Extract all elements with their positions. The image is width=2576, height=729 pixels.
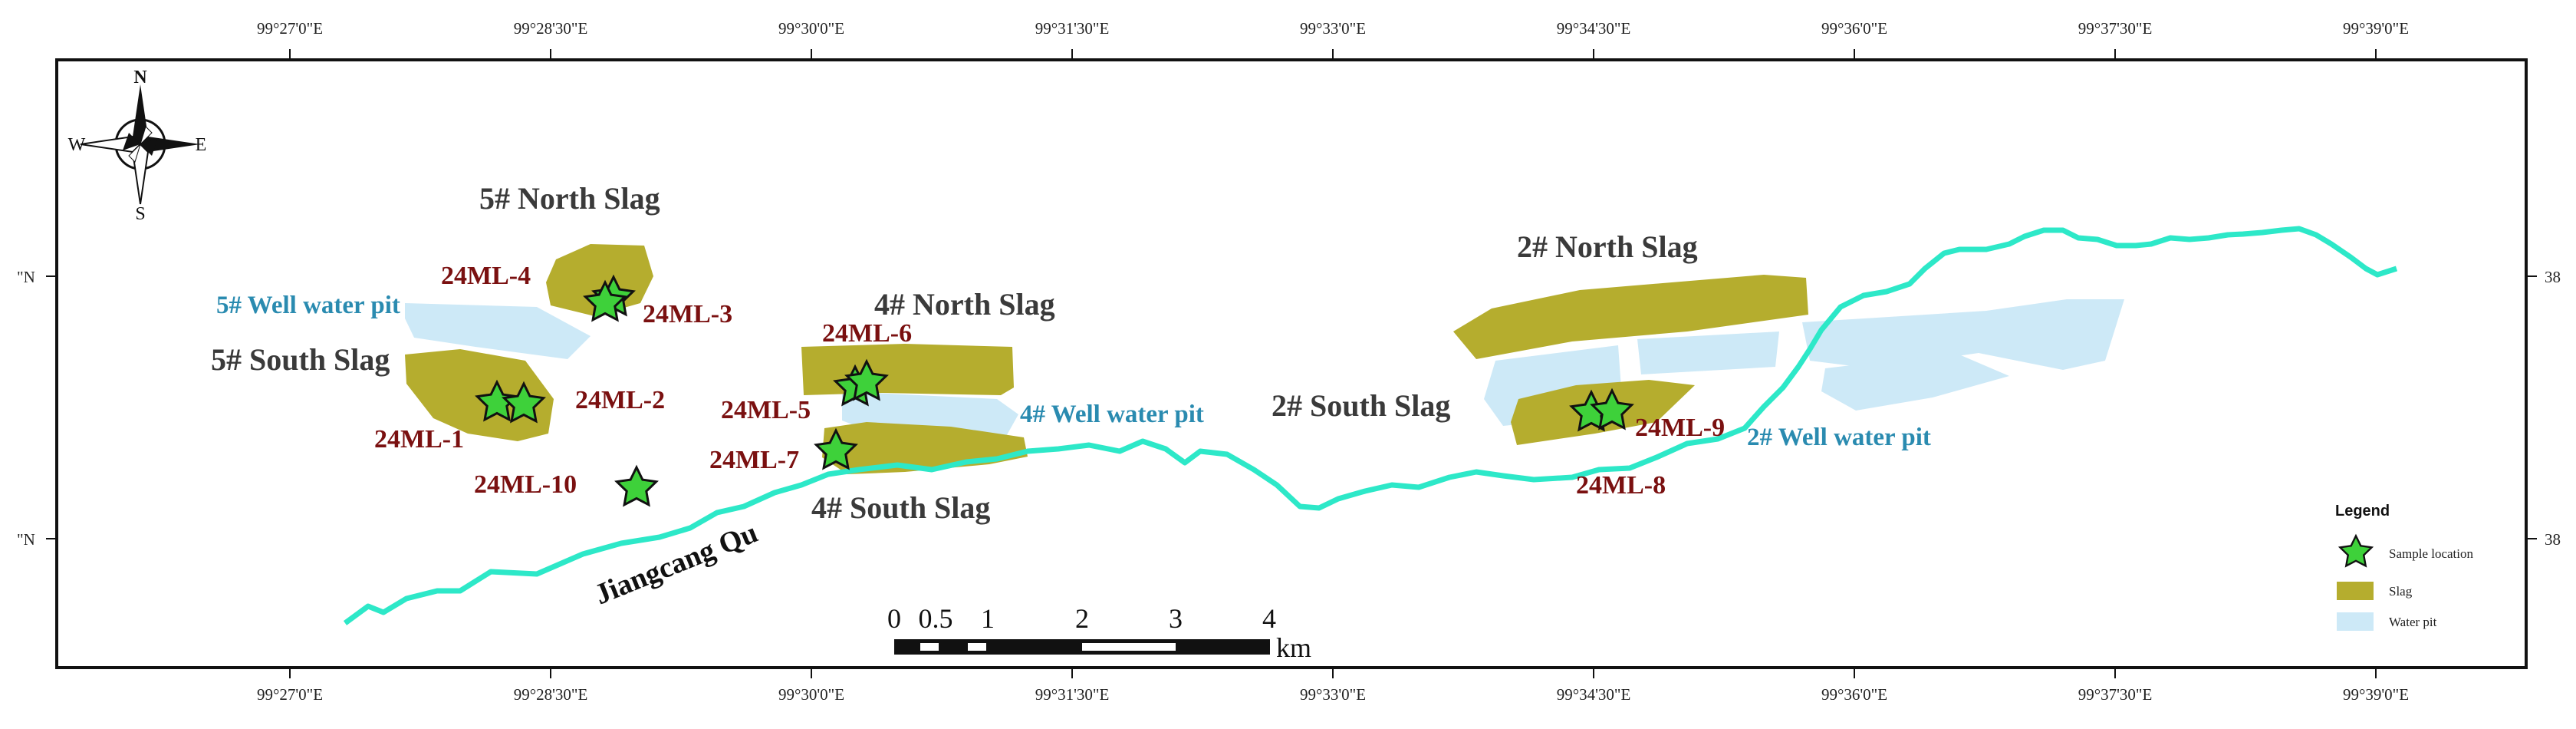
label-sample-6: 24ML-6 [822, 319, 912, 348]
north-arrow-icon [80, 84, 200, 205]
label-4-north-slag: 4# North Slag [874, 287, 1055, 322]
compass-w-label: W [68, 135, 86, 155]
lon-label-bottom: 99°33'0"E [1300, 685, 1366, 704]
lat-label-left: "N [17, 530, 35, 549]
compass-e-label: E [196, 135, 207, 155]
lon-label-bottom: 99°34'30"E [1557, 685, 1631, 704]
legend-item-slag: Slag [2389, 584, 2413, 599]
lon-label-bottom: 99°39'0"E [2343, 685, 2409, 704]
lon-label-top: 99°27'0"E [257, 19, 323, 38]
legend-title: Legend [2335, 503, 2390, 520]
label-sample-5: 24ML-5 [721, 396, 811, 424]
legend-item-water-pit: Water pit [2389, 615, 2437, 629]
lat-label-right: 38 [2545, 268, 2561, 286]
legend-water-swatch [2337, 612, 2374, 631]
lat-label-right: 38 [2545, 530, 2561, 549]
lon-label-bottom: 99°31'30"E [1035, 685, 1110, 704]
scale-tick: 0.5 [919, 603, 953, 634]
lat-ticks [46, 275, 2537, 539]
lon-label-bottom: 99°37'30"E [2078, 685, 2153, 704]
label-2-north-slag: 2# North Slag [1517, 229, 1698, 264]
legend-slag-swatch [2337, 582, 2374, 600]
slag-2-north [1453, 275, 1808, 359]
label-2-well-water-pit: 2# Well water pit [1747, 424, 1931, 451]
water-pit-5 [405, 303, 591, 359]
lon-label-top: 99°34'30"E [1557, 19, 1631, 38]
legend-item-sample: Sample location [2389, 546, 2474, 561]
compass-s-label: S [135, 204, 145, 224]
label-sample-3: 24ML-3 [643, 300, 732, 328]
label-5-south-slag: 5# South Slag [211, 342, 390, 377]
label-sample-8: 24ML-8 [1576, 471, 1666, 500]
label-4-south-slag: 4# South Slag [811, 490, 990, 525]
lon-ticks-top [289, 49, 2377, 60]
scale-tick: 3 [1169, 603, 1183, 634]
scale-tick: 1 [981, 603, 995, 634]
lat-label-left: "N [17, 268, 35, 286]
lon-label-bottom: 99°27'0"E [257, 685, 323, 704]
lon-label-top: 99°30'0"E [778, 19, 844, 38]
label-5-north-slag: 5# North Slag [479, 181, 660, 216]
lon-label-top: 99°31'30"E [1035, 19, 1110, 38]
lon-label-bottom: 99°36'0"E [1821, 685, 1887, 704]
water-pit-2c [1802, 299, 2124, 370]
label-sample-10: 24ML-10 [474, 470, 577, 499]
lon-label-top: 99°39'0"E [2343, 19, 2409, 38]
label-sample-4: 24ML-4 [441, 262, 531, 290]
lon-ticks-bottom [289, 668, 2377, 678]
lon-label-top: 99°33'0"E [1300, 19, 1366, 38]
scale-tick: 0 [887, 603, 901, 634]
lon-label-top: 99°28'30"E [514, 19, 588, 38]
river-jiangcang-qu [343, 226, 2398, 625]
label-sample-1: 24ML-1 [374, 425, 464, 454]
water-pit-2b [1637, 332, 1779, 374]
lon-label-bottom: 99°28'30"E [514, 685, 588, 704]
lon-label-bottom: 99°30'0"E [778, 685, 844, 704]
lon-label-top: 99°37'30"E [2078, 19, 2153, 38]
label-sample-7: 24ML-7 [709, 446, 799, 474]
scale-tick: 2 [1075, 603, 1089, 634]
scale-bar [894, 639, 1270, 655]
label-2-south-slag: 2# South Slag [1272, 388, 1450, 423]
scale-unit: km [1276, 632, 1311, 663]
label-4-well-water-pit: 4# Well water pit [1020, 401, 1204, 428]
water-pit-2d [1821, 353, 2009, 411]
label-sample-9: 24ML-9 [1635, 414, 1725, 442]
label-5-well-water-pit: 5# Well water pit [216, 292, 400, 319]
compass-n-label: N [133, 68, 147, 87]
slag-4-north [801, 344, 1014, 395]
lon-label-top: 99°36'0"E [1821, 19, 1887, 38]
label-sample-2: 24ML-2 [575, 386, 665, 414]
scale-tick: 4 [1262, 603, 1276, 634]
